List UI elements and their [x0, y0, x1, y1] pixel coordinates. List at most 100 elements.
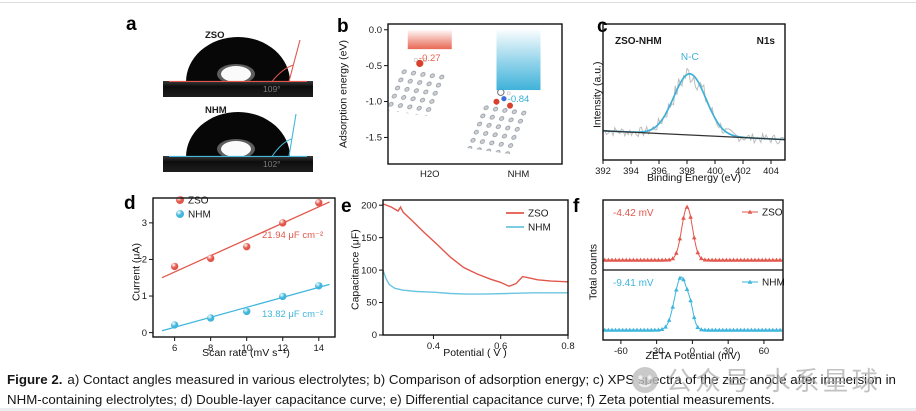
marker: [688, 214, 693, 219]
marker: [709, 327, 715, 332]
marker: [774, 327, 779, 332]
y-tick-label: -1.0: [366, 97, 382, 108]
marker: [731, 257, 736, 262]
fit-line-NHM: [161, 283, 330, 332]
nhm-on-lattice-graphic: [466, 88, 532, 155]
sample-label: ZSO: [205, 30, 225, 41]
fit-peak-line: [603, 72, 785, 141]
tangent-line: [288, 39, 301, 82]
legend-label-ZSO: ZSO: [528, 209, 549, 220]
marker: [670, 304, 676, 309]
substrate-bar: [163, 81, 313, 97]
marker: [659, 326, 665, 331]
marker: [674, 287, 679, 292]
marker: [666, 257, 672, 262]
marker: [699, 327, 704, 332]
sample-label: NHM: [205, 105, 227, 116]
x-tick-label: 14: [313, 343, 324, 354]
axis-frame: [152, 197, 336, 338]
data-point-NHM: [279, 292, 287, 301]
marker: [677, 236, 683, 241]
marker: [609, 327, 615, 332]
marker: [766, 257, 772, 262]
substrate-bar: [163, 156, 313, 172]
bottom-rule: [0, 408, 916, 411]
zeta-potential-chart: -4.42 mV ZSO -9.41 mV NHM -60 -30 0 30 60: [602, 199, 785, 357]
axis-frame: [602, 23, 786, 161]
y-tick-label: 0.1: [142, 291, 147, 302]
sample-annotation: ZSO-NHM: [615, 36, 662, 47]
marker: [734, 327, 740, 332]
data-point-ZSO: [170, 262, 179, 271]
marker: [716, 327, 722, 332]
capacitance-label-ZSO: 21.94 μF cm⁻²: [262, 230, 323, 241]
marker: [699, 256, 704, 261]
differential-capacitance-chart: ZSO NHM 0.4 0.6 0.8 0 50 100 150 200: [361, 199, 575, 352]
legend-marker-NHM: [176, 210, 184, 218]
category-label: H2O: [420, 169, 440, 180]
marker: [641, 327, 647, 332]
x-tick-label: 8: [208, 343, 213, 354]
marker: [627, 257, 633, 262]
marker: [659, 257, 665, 262]
marker: [695, 250, 701, 255]
marker: [613, 257, 618, 262]
watermark: 公众号·水系星球: [631, 361, 881, 398]
marker: [752, 327, 758, 332]
angle-label: 109°: [263, 84, 281, 94]
marker: [681, 277, 686, 282]
marker: [770, 327, 776, 332]
marker: [688, 298, 693, 303]
angle-arc: [271, 64, 294, 82]
marker: [749, 327, 754, 332]
marker: [691, 315, 697, 320]
marker: [741, 257, 747, 262]
marker: [706, 327, 711, 332]
marker: [652, 327, 658, 332]
marker: [677, 275, 683, 280]
h2o-on-lattice-graphic: [385, 57, 448, 117]
data-point-NHM: [315, 282, 323, 290]
marker: [638, 257, 643, 262]
panel-letter-a: a: [126, 14, 137, 35]
marker: [684, 204, 690, 209]
y-tick-label: 50: [366, 298, 377, 309]
angle-arc: [271, 138, 292, 157]
marker: [720, 327, 726, 332]
marker: [648, 327, 654, 332]
xlabel-potential: Potential ( V ): [443, 347, 507, 359]
x-tick-label: 404: [763, 166, 779, 177]
marker: [747, 209, 753, 214]
axis-frame: [387, 23, 563, 165]
marker: [747, 279, 753, 284]
bar-H2O: [407, 29, 452, 50]
marker: [716, 257, 722, 262]
caption-line-1-text: a) Contact angles measured in various el…: [67, 372, 896, 387]
marker: [681, 215, 686, 220]
marker: [695, 324, 701, 329]
marker: [620, 257, 625, 262]
y-tick-label: -1.5: [366, 133, 382, 144]
watermark-text: 公众号·水系星球: [666, 366, 881, 396]
x-tick-label: 60: [759, 346, 770, 357]
droplet-silhouette: [186, 112, 290, 157]
x-tick-label: 392: [595, 166, 611, 177]
peak-value-label-NHM: -9.41 mV: [613, 278, 654, 289]
marker: [606, 327, 611, 332]
y-tick-label: 0.3: [142, 218, 147, 229]
capacitance-scatter-chart: ZSO 21.94 μF cm⁻² NHM 13.82 μF cm⁻² 6 8 10 12 14…: [142, 196, 336, 354]
figure-caption: Figure 2. a) Contact angles measured in v…: [7, 370, 913, 409]
data-point-ZSO: [279, 219, 287, 227]
marker: [706, 257, 711, 262]
marker: [620, 327, 625, 332]
y-tick-label: 0.0: [142, 328, 147, 339]
x-tick-label: 0: [690, 346, 695, 357]
category-label: NHM: [508, 169, 530, 180]
bar-value-label: -0.27: [419, 53, 441, 64]
marker: [648, 257, 654, 262]
marker: [616, 327, 622, 332]
x-tick-label: 398: [679, 166, 695, 177]
watermark-logo-icon: [632, 366, 658, 393]
xlabel-zeta-potential: ZETA Potential (mV): [645, 350, 741, 362]
